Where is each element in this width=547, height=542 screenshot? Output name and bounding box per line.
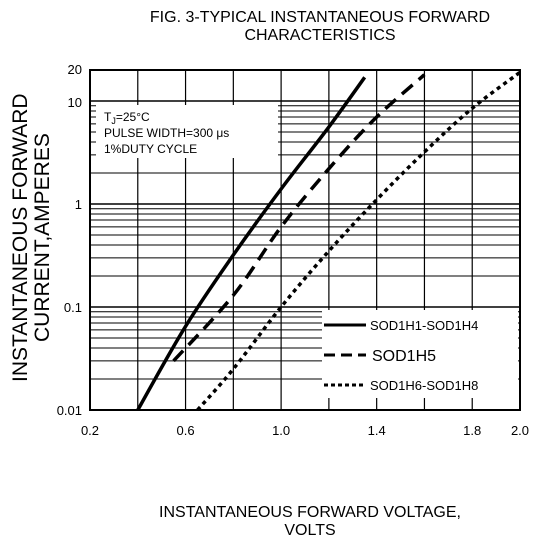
- y-tick-label: 0.1: [64, 300, 82, 315]
- x-tick-label: 1.0: [272, 423, 290, 438]
- chart-title-line-2: CHARACTERISTICS: [244, 27, 396, 44]
- tick-labels: 0.2 0.6 1.0 1.4 1.8 2.0 0.01 0.1 1 10 20: [57, 62, 529, 438]
- legend-label-sod1h6-sod1h8: SOD1H6-SOD1H8: [370, 378, 478, 393]
- series-layer: [136, 70, 522, 412]
- x-tick-label: 1.4: [368, 423, 386, 438]
- x-axis-label-line-2: VOLTS: [284, 522, 336, 539]
- condition-pulse-width: PULSE WIDTH=300 μs: [104, 126, 229, 140]
- test-conditions-box: TJ=25°C PULSE WIDTH=300 μs 1%DUTY CYCLE: [96, 105, 278, 158]
- y-tick-label: 10: [68, 95, 82, 110]
- condition-duty-cycle: 1%DUTY CYCLE: [104, 142, 197, 156]
- series-line-1: [136, 76, 367, 411]
- series-line-3: [196, 70, 522, 412]
- legend-label-sod1h5: SOD1H5: [372, 348, 436, 365]
- x-tick-label: 0.6: [177, 423, 195, 438]
- condition-junction-temp: TJ=25°C: [104, 110, 150, 126]
- conditions-background: [96, 105, 278, 158]
- legend: SOD1H1-SOD1H4 SOD1H5 SOD1H6-SOD1H8: [322, 310, 518, 398]
- y-tick-label: 0.01: [57, 403, 82, 418]
- x-tick-label: 1.8: [463, 423, 481, 438]
- y-tick-label: 1: [75, 197, 82, 212]
- y-tick-label: 20: [68, 62, 82, 77]
- legend-label-sod1h1-sod1h4: SOD1H1-SOD1H4: [370, 318, 478, 333]
- series-line-2: [172, 73, 426, 363]
- x-axis-label-line-1: INSTANTANEOUS FORWARD VOLTAGE,: [159, 504, 461, 521]
- x-tick-label: 2.0: [511, 423, 529, 438]
- x-tick-label: 0.2: [81, 423, 99, 438]
- chart-title-line-1: FIG. 3-TYPICAL INSTANTANEOUS FORWARD: [149, 9, 491, 26]
